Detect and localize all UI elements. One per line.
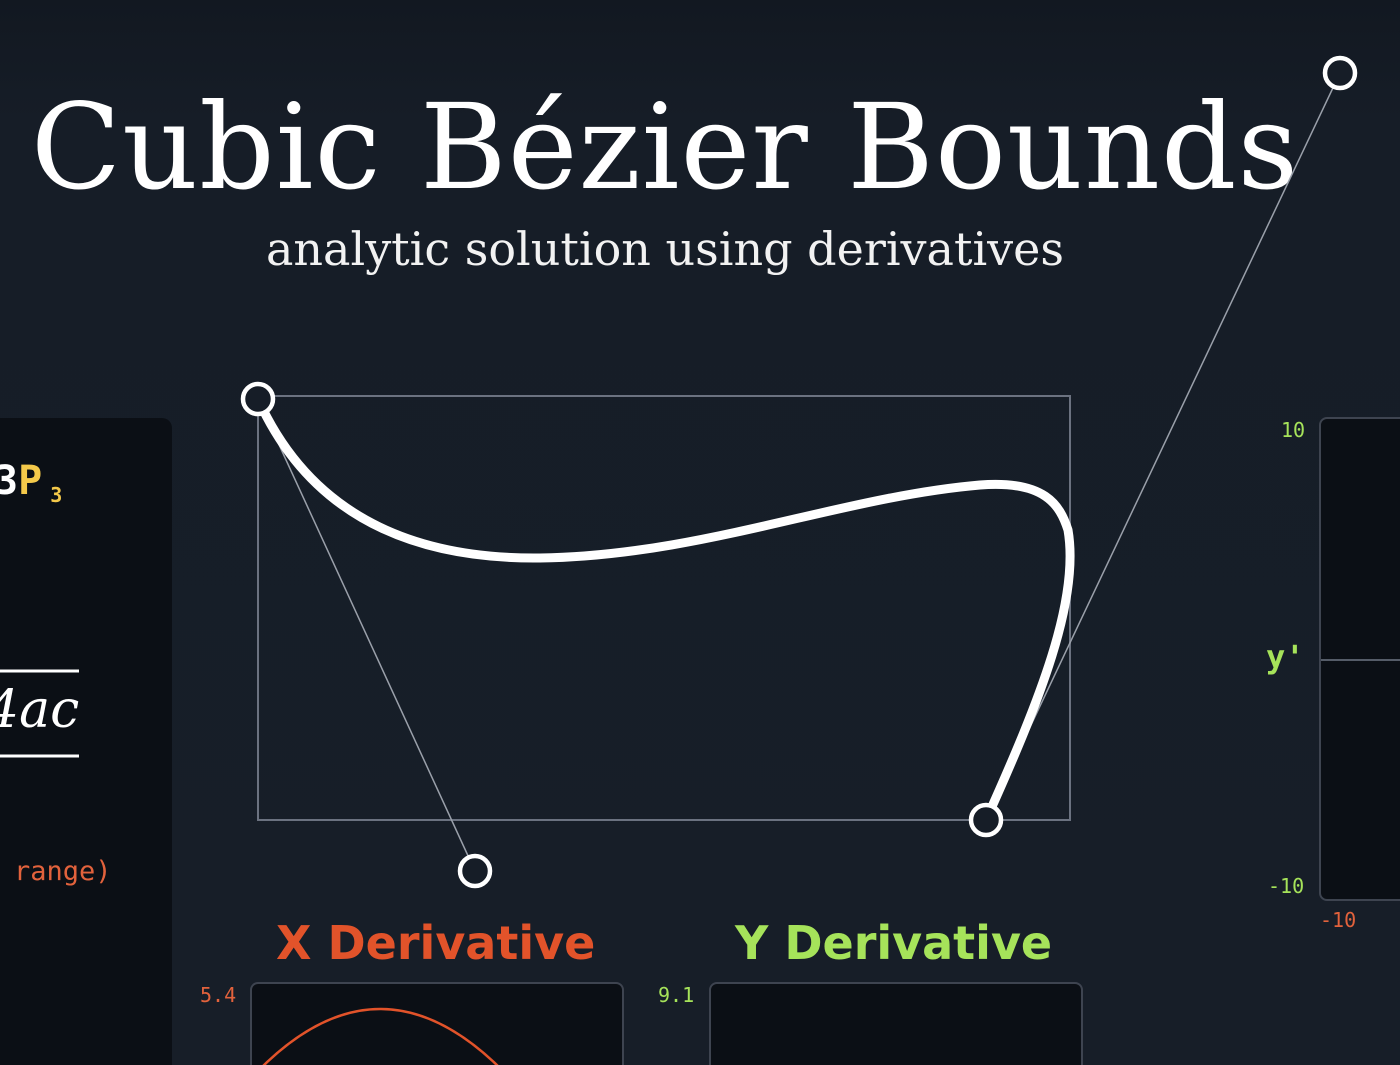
bounding-box bbox=[257, 395, 1071, 821]
x-derivative-plot bbox=[250, 982, 624, 1065]
y-derivative-title: Y Derivative bbox=[735, 916, 1053, 970]
y-prime-axis-label: y' bbox=[1266, 638, 1305, 676]
formula-panel bbox=[0, 418, 172, 1065]
formula-coefficient: 3 bbox=[0, 458, 19, 504]
anchor-point-p3[interactable] bbox=[968, 802, 1004, 838]
control-handle-start bbox=[257, 398, 476, 872]
x-derivative-curve bbox=[262, 1007, 499, 1065]
y-prime-zero-axis bbox=[1321, 659, 1400, 661]
x-derivative-curve-svg bbox=[262, 1007, 499, 1065]
y-derivative-max-tick: 9.1 bbox=[658, 983, 695, 1007]
control-point-p2[interactable] bbox=[1322, 55, 1358, 91]
anchor-point-p0[interactable] bbox=[240, 381, 276, 417]
y-prime-x-min-tick: -10 bbox=[1320, 908, 1357, 932]
page-subtitle: analytic solution using derivatives bbox=[266, 222, 1064, 276]
bezier-curve bbox=[253, 394, 1075, 825]
y-derivative-plot bbox=[709, 982, 1083, 1065]
y-prime-bottom-tick: -10 bbox=[1268, 874, 1305, 898]
formula-3p3: 3P 3 bbox=[0, 458, 62, 507]
page-title: Cubic Bézier Bounds bbox=[30, 78, 1300, 216]
formula-discriminant: 4ac bbox=[0, 680, 80, 740]
formula-point: P bbox=[18, 458, 43, 504]
formula-subscript: 3 bbox=[50, 483, 63, 507]
control-handle-end bbox=[985, 72, 1341, 821]
x-derivative-title: X Derivative bbox=[276, 916, 596, 970]
y-prime-plot bbox=[1319, 417, 1400, 901]
control-point-p1[interactable] bbox=[457, 853, 493, 889]
x-derivative-max-tick: 5.4 bbox=[200, 983, 237, 1007]
y-prime-top-tick: 10 bbox=[1281, 418, 1306, 442]
code-range-fragment: range) bbox=[14, 856, 112, 887]
